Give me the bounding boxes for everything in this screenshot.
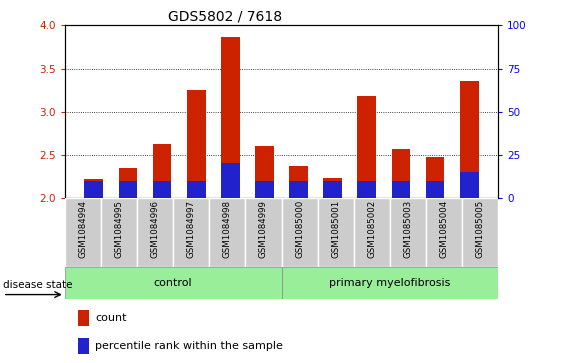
Text: GSM1085003: GSM1085003 — [404, 200, 413, 258]
Text: GSM1084994: GSM1084994 — [78, 200, 87, 258]
Bar — [318, 198, 354, 267]
Bar — [462, 198, 498, 267]
Bar — [289, 180, 308, 198]
Bar — [187, 180, 205, 198]
Bar — [65, 198, 101, 267]
Bar — [391, 180, 410, 198]
Bar — [119, 180, 137, 198]
Bar — [282, 267, 498, 299]
Bar — [119, 168, 137, 198]
Bar — [209, 198, 245, 267]
Bar — [245, 198, 282, 267]
Bar — [137, 198, 173, 267]
Text: GSM1085001: GSM1085001 — [331, 200, 340, 258]
Bar — [153, 144, 172, 198]
Bar — [426, 180, 444, 198]
Text: GSM1085005: GSM1085005 — [476, 200, 485, 258]
Bar — [153, 180, 172, 198]
Bar — [460, 81, 479, 198]
Bar — [289, 166, 308, 198]
Text: GDS5802 / 7618: GDS5802 / 7618 — [168, 9, 282, 23]
Bar — [391, 149, 410, 198]
Bar — [78, 338, 88, 354]
Bar — [84, 180, 103, 198]
Text: GSM1084999: GSM1084999 — [259, 200, 268, 258]
Text: disease state: disease state — [3, 280, 72, 290]
Bar — [173, 198, 209, 267]
Bar — [84, 179, 103, 198]
Text: GSM1084996: GSM1084996 — [150, 200, 159, 258]
Bar — [101, 198, 137, 267]
Bar — [221, 37, 240, 198]
Text: control: control — [154, 278, 193, 288]
Text: primary myelofibrosis: primary myelofibrosis — [329, 278, 450, 288]
Text: GSM1085004: GSM1085004 — [440, 200, 449, 258]
Text: GSM1084998: GSM1084998 — [223, 200, 232, 258]
Bar — [358, 96, 376, 198]
Text: GSM1084995: GSM1084995 — [114, 200, 123, 258]
Bar — [65, 267, 282, 299]
Bar — [426, 198, 462, 267]
Text: GSM1085000: GSM1085000 — [295, 200, 304, 258]
Bar — [78, 310, 88, 326]
Text: GSM1084997: GSM1084997 — [187, 200, 196, 258]
Bar — [221, 163, 240, 198]
Bar — [255, 180, 274, 198]
Bar — [426, 157, 444, 198]
Bar — [323, 178, 342, 198]
Bar — [187, 90, 205, 198]
Text: percentile rank within the sample: percentile rank within the sample — [95, 341, 283, 351]
Bar — [358, 180, 376, 198]
Bar — [323, 180, 342, 198]
Bar — [255, 146, 274, 198]
Bar — [282, 198, 318, 267]
Text: count: count — [95, 313, 127, 323]
Bar — [460, 172, 479, 198]
Text: GSM1085002: GSM1085002 — [367, 200, 376, 258]
Bar — [390, 198, 426, 267]
Bar — [354, 198, 390, 267]
